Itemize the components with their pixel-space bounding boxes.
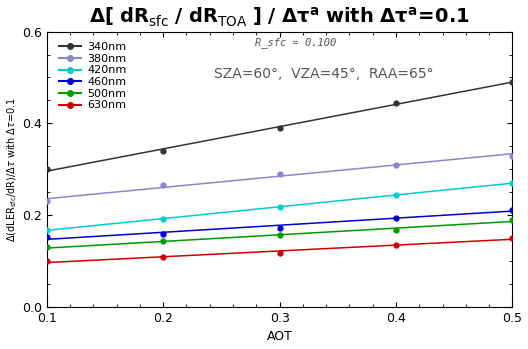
Text: SZA=60°,  VZA=45°,  RAA=65°: SZA=60°, VZA=45°, RAA=65° — [214, 67, 434, 81]
Y-axis label: $\Delta$(dLER$_{\rm sfc}$/dR)/$\Delta\tau$ with $\Delta\tau$=0.1: $\Delta$(dLER$_{\rm sfc}$/dR)/$\Delta\ta… — [6, 97, 19, 242]
Text: R_sfc = 0.100: R_sfc = 0.100 — [255, 37, 336, 47]
Title: $\mathbf{\Delta[\ dR_{\mathsf{sfc}}\ /\ dR_{\mathsf{TOA}}\ ]\ /\ \Delta\tau^a\ w: $\mathbf{\Delta[\ dR_{\mathsf{sfc}}\ /\ … — [89, 6, 470, 29]
Legend: 340nm, 380nm, 420nm, 460nm, 500nm, 630nm: 340nm, 380nm, 420nm, 460nm, 500nm, 630nm — [57, 40, 128, 113]
X-axis label: AOT: AOT — [267, 331, 293, 343]
